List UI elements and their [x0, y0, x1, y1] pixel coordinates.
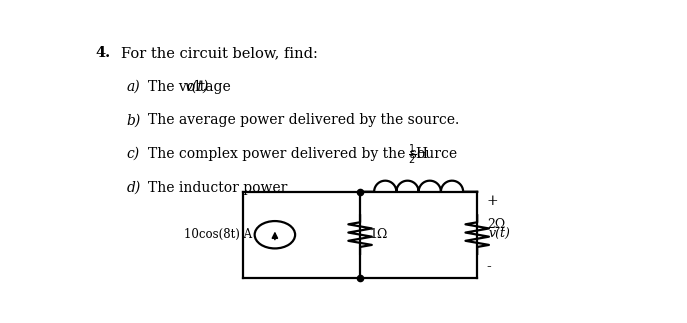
Text: b): b) [126, 113, 141, 127]
Text: a): a) [126, 80, 140, 94]
Text: -: - [487, 260, 491, 274]
Text: 4.: 4. [95, 46, 111, 60]
Text: v(t): v(t) [489, 228, 511, 241]
Text: For the circuit below, find:: For the circuit below, find: [121, 46, 318, 60]
Text: d): d) [126, 181, 141, 194]
Text: 2Ω: 2Ω [487, 218, 505, 231]
Text: v(t): v(t) [185, 80, 209, 94]
Text: The voltage: The voltage [148, 80, 235, 94]
Text: The average power delivered by the source.: The average power delivered by the sourc… [148, 113, 459, 127]
Text: The complex power delivered by the source: The complex power delivered by the sourc… [148, 147, 457, 161]
Text: 10cos(8t) A: 10cos(8t) A [184, 228, 252, 241]
Text: c): c) [126, 147, 139, 161]
Text: $\frac{1}{2}$H: $\frac{1}{2}$H [408, 142, 429, 167]
Text: 1Ω: 1Ω [370, 228, 388, 241]
Text: +: + [487, 194, 498, 208]
Text: The inductor power: The inductor power [148, 181, 287, 194]
